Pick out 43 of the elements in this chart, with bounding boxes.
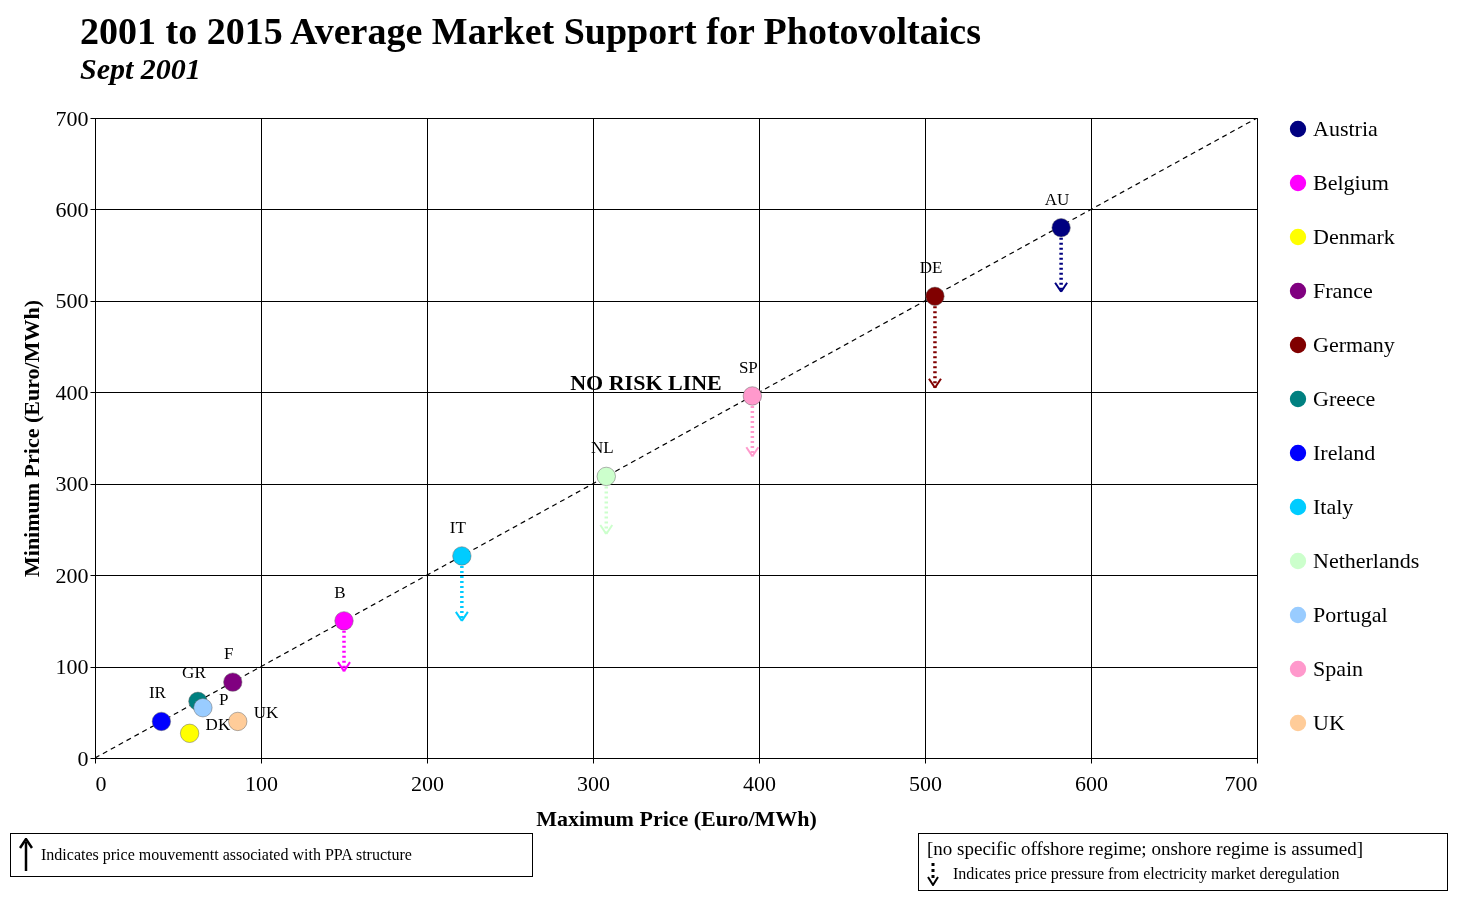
y-tick-label: 400 bbox=[55, 379, 89, 405]
legend-label: Ireland bbox=[1313, 440, 1376, 465]
annotation: B bbox=[334, 582, 346, 602]
legend-label: UK bbox=[1313, 710, 1345, 735]
x-tick-label: 400 bbox=[743, 770, 776, 796]
legend-label: France bbox=[1313, 278, 1373, 303]
text: Indicates price mouvementt associated with PPA structure bbox=[41, 846, 412, 864]
text: [no specific offshore regime; onshore regime is assumed] bbox=[927, 838, 1363, 860]
annotation: P bbox=[218, 689, 229, 709]
x-tick-label: 100 bbox=[245, 770, 278, 796]
x-tick-label: 300 bbox=[577, 770, 610, 796]
chart-subtitle: Sept 2001 bbox=[80, 52, 201, 85]
y-tick-label: 300 bbox=[55, 471, 89, 497]
x-tick-label: 0 bbox=[95, 770, 107, 796]
legend-label: Portugal bbox=[1313, 602, 1388, 627]
x-tick-label: 500 bbox=[909, 770, 942, 796]
x-axis-title: Maximum Price (Euro/MWh) bbox=[536, 805, 817, 831]
annotation: DK bbox=[205, 715, 231, 735]
legend-label: Netherlands bbox=[1313, 548, 1420, 573]
legend-label: Italy bbox=[1313, 494, 1354, 519]
text: Indicates price pressure from electricity market deregulation bbox=[953, 865, 1340, 883]
y-axis-title: Minimum Price (Euro/MWh) bbox=[18, 300, 44, 577]
annotation: SP bbox=[738, 357, 758, 377]
x-tick-label: 700 bbox=[1224, 770, 1258, 796]
legend-label: Spain bbox=[1313, 656, 1364, 681]
legend-label: Belgium bbox=[1313, 170, 1389, 195]
y-tick-label: 700 bbox=[55, 105, 89, 131]
legend-label: Austria bbox=[1313, 116, 1378, 141]
legend-label: Germany bbox=[1313, 332, 1395, 357]
legend-label: Greece bbox=[1313, 386, 1376, 411]
y-tick-label: 500 bbox=[55, 288, 89, 314]
y-tick-label: 200 bbox=[55, 562, 89, 588]
x-tick-label: 600 bbox=[1075, 770, 1108, 796]
annotation: F bbox=[224, 644, 234, 664]
annotation: AU bbox=[1044, 189, 1070, 209]
chart-title: 2001 to 2015 Average Market Support for Photovoltaics bbox=[80, 10, 981, 52]
annotation: IR bbox=[148, 683, 167, 703]
x-tick-label: 200 bbox=[411, 770, 444, 796]
y-tick-label: 100 bbox=[55, 654, 89, 680]
annotation: IT bbox=[449, 517, 467, 537]
y-tick-label: 0 bbox=[77, 745, 89, 771]
y-tick-label: 600 bbox=[55, 196, 89, 222]
legend-label: Denmark bbox=[1313, 224, 1395, 249]
